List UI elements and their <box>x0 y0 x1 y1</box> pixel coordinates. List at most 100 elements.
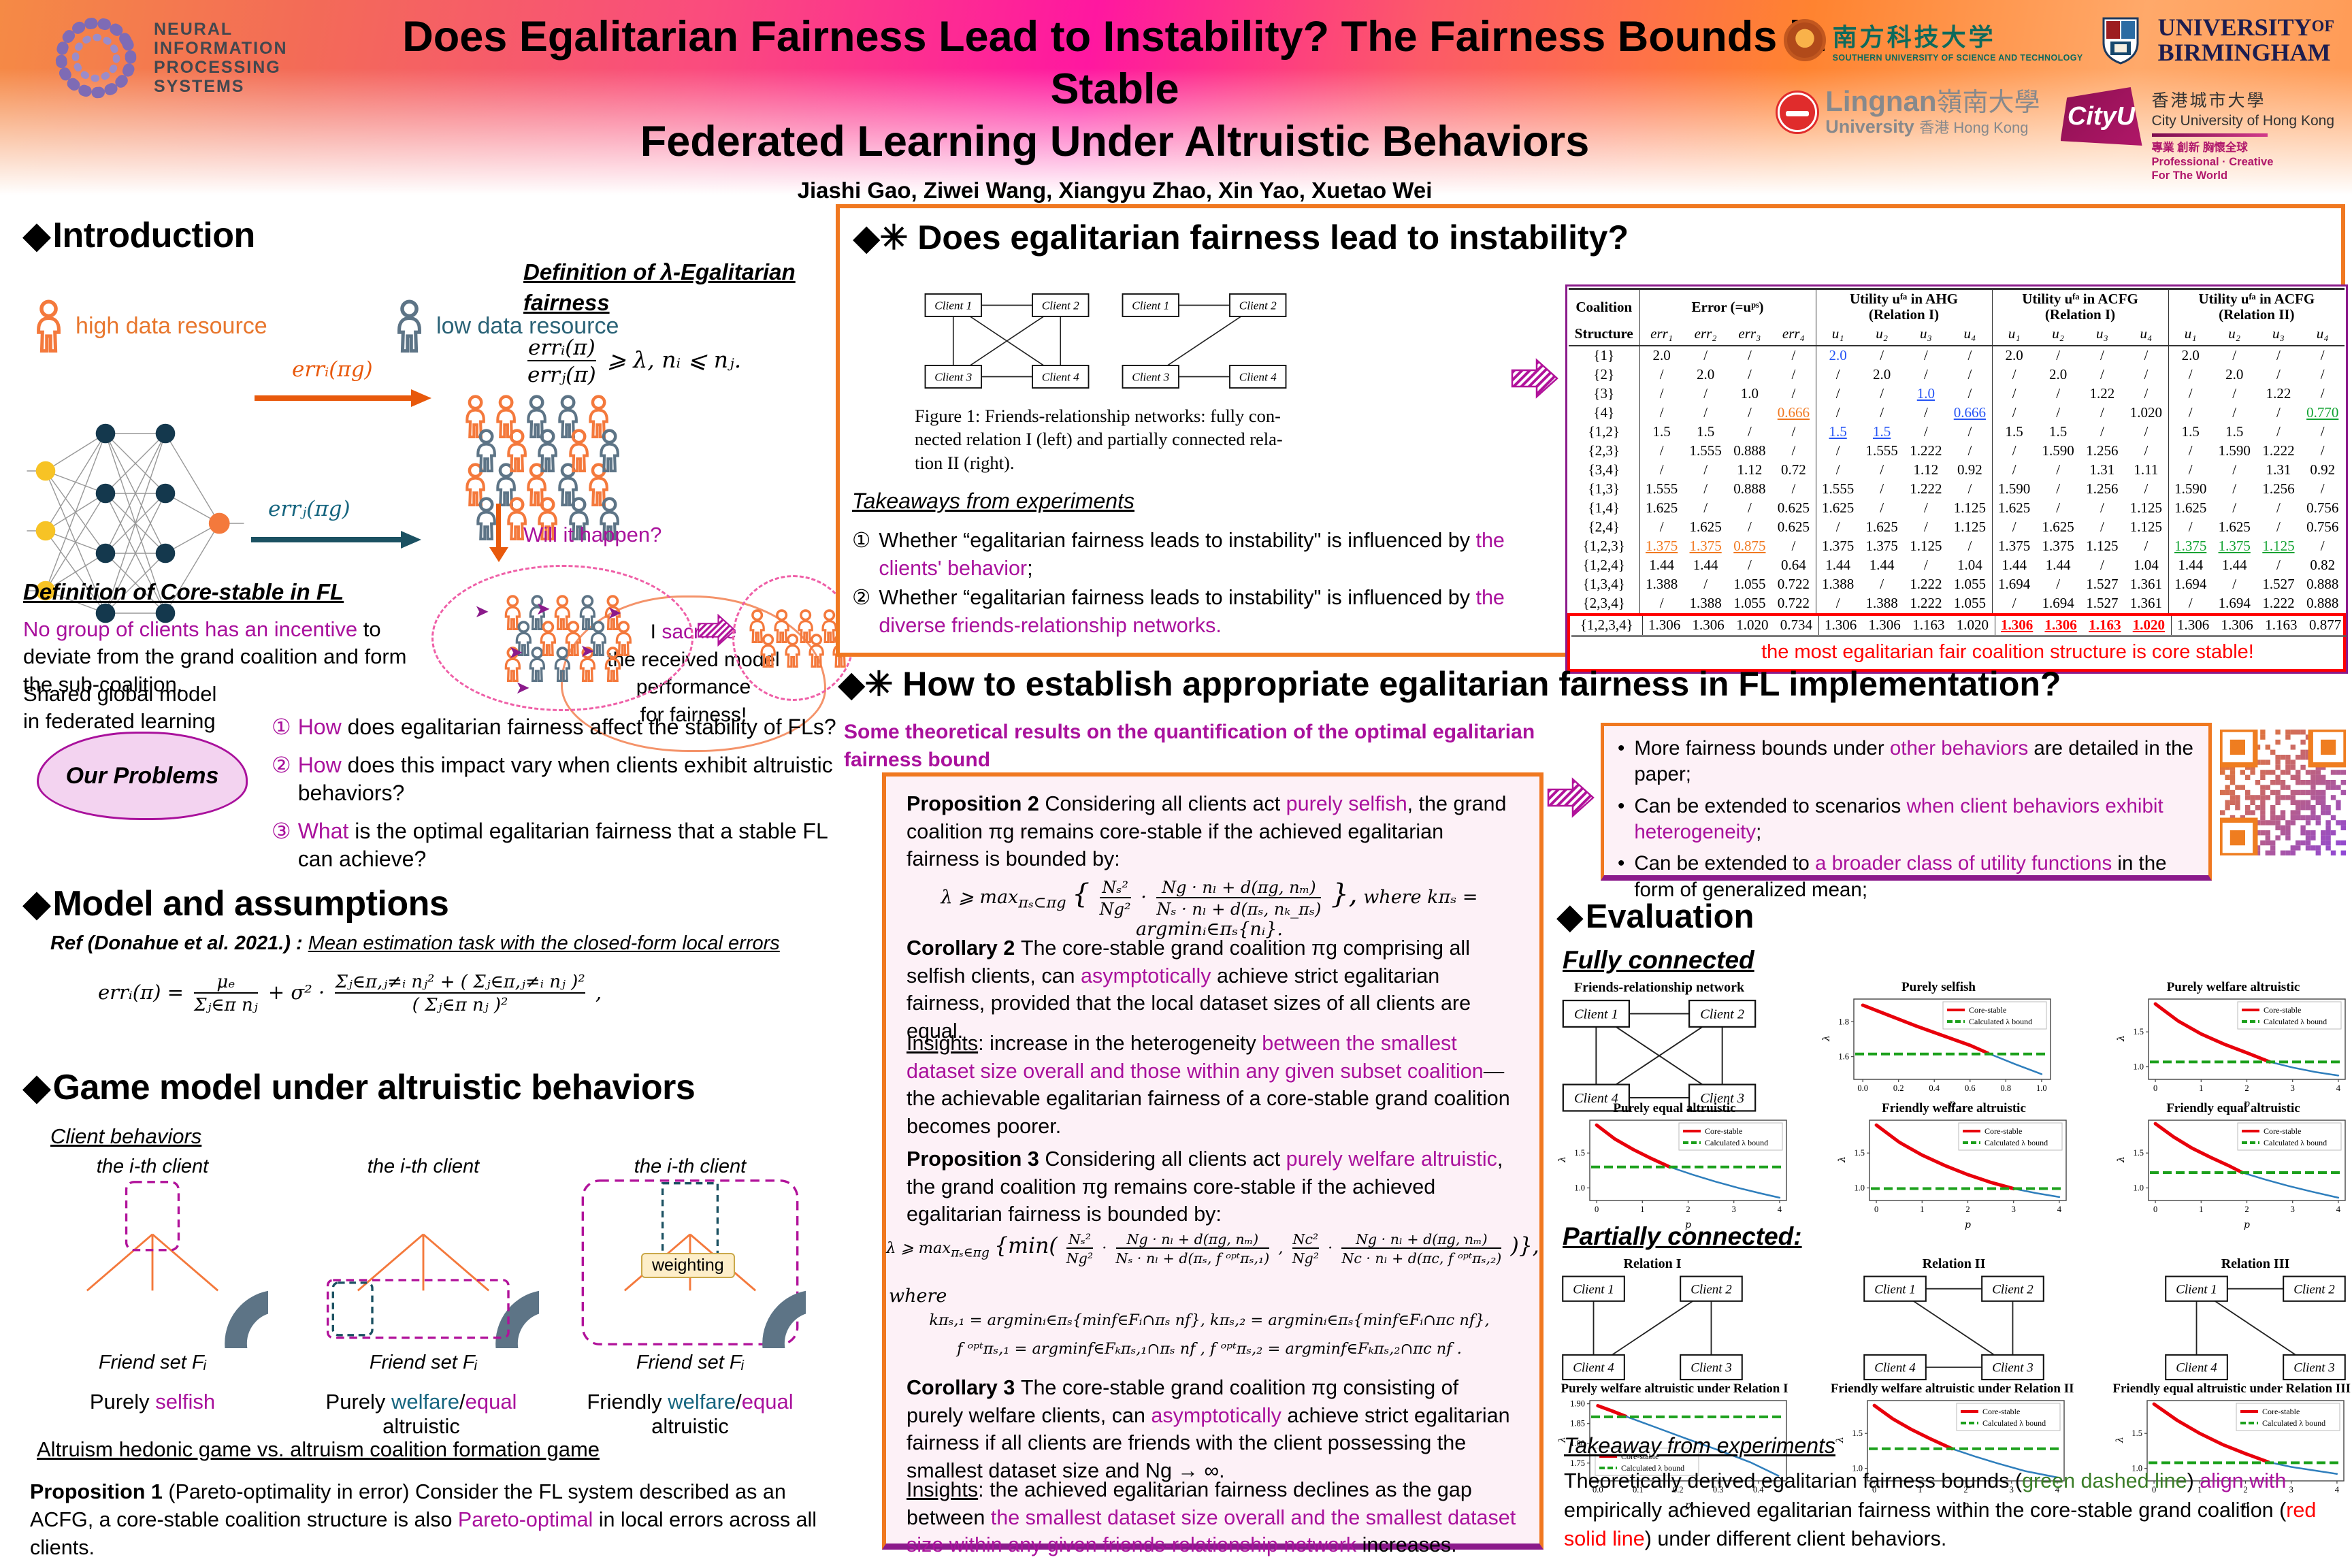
value-cell: / <box>1791 423 1796 440</box>
client-box-label: Client 4 <box>1874 1361 1916 1375</box>
svg-text:1.0: 1.0 <box>2036 1083 2047 1093</box>
client-box-label: Client 4 <box>1239 371 1277 384</box>
svg-text:4: 4 <box>1778 1205 1782 1214</box>
client-box-label: Client 3 <box>1690 1361 1732 1375</box>
value-cell: 0.888 <box>1733 442 1766 459</box>
core-stable-definition-title: Definition of Core-stable in FL <box>23 579 344 604</box>
value-cell: / <box>2232 385 2237 402</box>
svg-text:1.0: 1.0 <box>1852 1464 1863 1473</box>
table-footer-note: the most egalitarian fair coalition stru… <box>1761 640 2254 663</box>
svg-text:2: 2 <box>1964 1485 1968 1494</box>
value-cell: / <box>1923 519 1928 536</box>
value-cell: / <box>1815 403 1860 423</box>
value-cell: 0.722 <box>1777 576 1810 593</box>
evaluation-section: ◆Evaluation Fully connected Friends-rela… <box>1557 897 2351 1511</box>
value-cell: 1.125 <box>2129 519 2163 536</box>
svg-text:0.0: 0.0 <box>1592 1485 1603 1494</box>
value-cell: / <box>1967 385 1972 402</box>
client-box-label: Client 3 <box>2293 1361 2335 1375</box>
svg-text:4: 4 <box>2336 1205 2341 1214</box>
relation3-network: Client 1 Client 2 Client 4 Client 3 <box>2160 1272 2351 1388</box>
value-cell: 2.0 <box>1815 345 1860 365</box>
svg-text:1.5: 1.5 <box>1852 1428 1863 1438</box>
value-cell: / <box>2100 557 2104 574</box>
value-cell: 1.125 <box>2086 538 2119 555</box>
shared-model-caption: Shared global model in federated learnin… <box>23 682 217 734</box>
value-cell: / <box>1991 460 2036 480</box>
plot-title: Purely welfare altruistic <box>2166 980 2300 994</box>
value-cell: 1.625 <box>1815 498 1860 518</box>
takeaway-title: Takeaway from experiments <box>1564 1433 1835 1458</box>
value-cell: 1.0 <box>1740 385 1759 402</box>
evaluation-heading: ◆Evaluation <box>1557 898 1754 935</box>
coalition-cell: {1,2} <box>1588 423 1620 440</box>
table-group-header: Utility uᶠᵃ in AHG (Relation I) <box>1815 288 1993 325</box>
svg-text:2: 2 <box>1965 1205 1970 1214</box>
poster-title: Does Egalitarian Fairness Lead to Instab… <box>402 13 1827 165</box>
value-cell: 1.306 <box>2215 615 2259 637</box>
client-box-label: Client 4 <box>1042 371 1079 384</box>
plot-canvas: 0 1 2 3 4 1.0 1.5 λ p Core-stable Calculated λ bou… <box>2114 1400 2345 1511</box>
will-it-happen-label: Will it happen? <box>523 523 662 546</box>
fairness-section-heading: ◆✳ How to establish appropriate egalitar… <box>838 665 2061 703</box>
value-cell: 1.625 <box>2168 498 2212 518</box>
neurips-swirl-icon <box>55 17 137 99</box>
value-cell: / <box>2232 461 2237 478</box>
svg-text:3: 3 <box>2289 1485 2293 1494</box>
client-box-label: Client 3 <box>934 371 972 384</box>
value-cell: / <box>1880 576 1884 593</box>
value-cell: / <box>1703 404 1708 421</box>
proposition-2: Proposition 2 Considering all clients ac… <box>906 792 1507 871</box>
svg-text:0: 0 <box>1874 1205 1878 1214</box>
takeaway-number: ① <box>852 529 871 552</box>
svg-text:λ: λ <box>1821 1035 1832 1042</box>
relation1-card: Relation I Client 1 Client 2 Client 4 Client… <box>1557 1256 1748 1388</box>
client-box-label: Client 2 <box>1239 299 1277 312</box>
client-box-label: Client 3 <box>1992 1361 2034 1375</box>
plot-friendly-welfare: Friendly welfare altruistic 0 1 2 3 4 1.0 1.5 λ p… <box>1837 1101 2072 1230</box>
legend-low-data: low data resource <box>391 299 619 353</box>
value-cell: 1.625 <box>2218 519 2251 536</box>
value-cell: / <box>1923 404 1928 421</box>
svg-text:4: 4 <box>2055 1485 2060 1494</box>
svg-text:Calculated λ bound: Calculated λ bound <box>1621 1463 1684 1473</box>
value-cell: / <box>1991 365 2036 385</box>
value-cell: 0.625 <box>1777 519 1810 536</box>
subcoalition-crowd <box>745 609 841 668</box>
plot-canvas: 0 1 2 3 4 1.0 1.5 λ p Core-stable Calculated λ bou… <box>1835 1400 2065 1511</box>
value-cell: / <box>2100 366 2104 383</box>
coalition-cell: {1,3} <box>1588 480 1620 497</box>
svg-text:λ: λ <box>1557 1437 1568 1443</box>
svg-text:Core-stable: Core-stable <box>2262 1407 2300 1416</box>
cityu-divider <box>2151 133 2268 137</box>
friendly-altruistic-diagram: the i-th client weighting Friend set Fᵢ <box>568 1156 813 1374</box>
coalition-cell: {1} <box>1593 347 1615 364</box>
svg-text:1.90: 1.90 <box>1570 1399 1585 1409</box>
svg-text:Core-stable: Core-stable <box>1982 1407 2020 1416</box>
client-behaviors-label: Client behaviors <box>50 1124 202 1148</box>
person-icon <box>594 429 625 472</box>
value-cell: 0.64 <box>1781 557 1806 574</box>
value-cell: / <box>1791 442 1796 459</box>
instability-heading: ◆✳ Does egalitarian fairness lead to ins… <box>853 218 1629 257</box>
svg-text:0.4: 0.4 <box>1929 1083 1940 1093</box>
value-cell: 1.11 <box>2134 461 2159 478</box>
value-cell: / <box>2320 366 2325 383</box>
svg-text:Core-stable: Core-stable <box>1984 1126 2022 1136</box>
coalition-cell: {1,3,4} <box>1582 576 1625 593</box>
table-subheader: u₃ <box>1904 324 1948 346</box>
value-cell: 1.306 <box>1686 615 1731 637</box>
value-cell: / <box>1923 500 1928 517</box>
client-box-label: Client 1 <box>1574 1007 1618 1022</box>
game-model-heading: ◆Game model under altruistic behaviors <box>23 1068 696 1107</box>
value-cell: 0.888 <box>2306 595 2339 612</box>
value-cell: / <box>2320 442 2325 459</box>
neural-network-diagram <box>27 423 244 623</box>
plot-purely-equal: Purely equal altruistic 0 1 2 3 4 1.0 1.5 λ p Core… <box>1557 1101 1792 1230</box>
value-cell: 1.44 <box>1991 555 2036 575</box>
grand-coalition-ellipse: ➤ ➤ ➤ ➤ ➤ ➤ <box>431 565 693 711</box>
value-cell: / <box>1815 441 1860 461</box>
core-stable-highlight-box: {1,2,3,4} 1.306 1.306 1.020 0.734 1.306 1.306 1… <box>1567 612 2347 672</box>
svg-text:1.5: 1.5 <box>2132 1428 2142 1438</box>
